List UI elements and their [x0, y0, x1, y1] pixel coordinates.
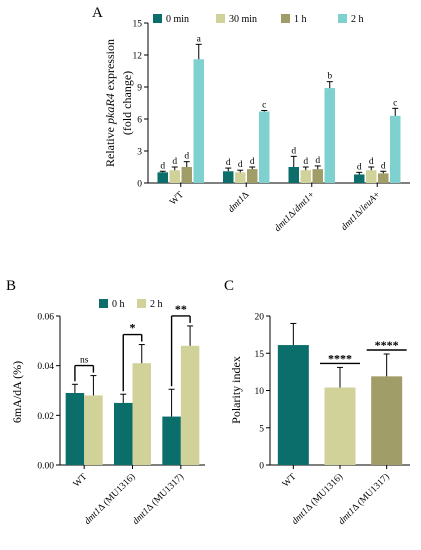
panel-a-legend-label: 30 min — [229, 14, 257, 25]
panel-a-y-tick-label: 15 — [133, 20, 143, 30]
panel-a-y-tick-label: 6 — [137, 116, 142, 126]
panel-a-y-tick-label: 0 — [137, 180, 142, 190]
panel-a-bar — [288, 167, 299, 183]
panel-b-y-tick-label: 0.02 — [37, 412, 54, 422]
panel-a-category-label: dmt1Δ/dmt1+ — [273, 190, 317, 234]
panel-a-letter-label: d — [250, 157, 255, 167]
panel-c-bar — [277, 345, 309, 465]
panel-a-letter-label: d — [238, 160, 243, 170]
panel-a-letter-label: d — [160, 161, 165, 171]
panel-a-bar — [247, 169, 258, 183]
panel-b-y-label: 6mA/dA (%) — [10, 361, 24, 423]
panel-a-letter-label: c — [393, 98, 397, 108]
panel-c-category-label: WT — [281, 472, 299, 490]
panel-a-letter: A — [92, 5, 103, 21]
panel-a-letter-label: d — [226, 158, 231, 168]
panel-c-significance-label: **** — [328, 351, 352, 365]
panel-a-y-tick-label: 12 — [133, 52, 143, 62]
panel-c-bar — [371, 376, 403, 465]
panel-b-legend-label: 2 h — [150, 299, 163, 310]
panel-b-significance-label: ** — [175, 302, 187, 316]
panel-b-y-tick-label: 0.06 — [37, 313, 54, 323]
panel-b-bar — [180, 345, 200, 465]
panel-a-category-label: dmt1Δ — [227, 190, 252, 215]
panel-a-letter-label: d — [172, 157, 177, 167]
panel-a-legend-swatch — [338, 14, 347, 23]
panel-a-bar — [324, 88, 335, 183]
panel-b-bar — [114, 402, 133, 465]
panel-a-bar — [223, 171, 234, 183]
panel-a-legend-swatch — [153, 14, 162, 23]
panel-b-category-label: WT — [72, 472, 90, 490]
panel-c-y-tick-label: 15 — [255, 350, 265, 360]
panel-c-y-label: Polarity index — [229, 356, 243, 424]
panel-a-letter-label: a — [197, 34, 202, 44]
panel-a-bar — [300, 170, 311, 183]
panel-a-letter-label: b — [327, 72, 332, 82]
panel-b-category-label: dmt1Δ (MU1316) — [82, 471, 138, 527]
panel-b-legend-swatch — [137, 299, 146, 308]
panel-a-bar — [378, 173, 389, 183]
panel-a-bar — [169, 170, 180, 183]
panel-c-letter: C — [224, 278, 234, 294]
panel-a-letter-label: d — [381, 161, 386, 171]
panel-b-bar — [65, 392, 85, 465]
panel-a-letter-label: d — [357, 162, 362, 172]
panel-a-bar — [193, 59, 204, 184]
panel-a-legend-swatch — [216, 14, 225, 23]
panel-a-letter-label: d — [303, 157, 308, 167]
panel-b-significance-label: ns — [80, 356, 89, 366]
panel-b-legend-swatch — [99, 299, 108, 308]
panel-a-letter-label: d — [315, 156, 320, 166]
panel-a-letter-label: d — [291, 146, 296, 156]
panel-a-letter-label: d — [184, 152, 189, 162]
panel-a-bar — [181, 167, 192, 183]
panel-c-bar — [324, 387, 356, 465]
panel-a-legend-label: 2 h — [351, 14, 364, 25]
panel-b-bar — [162, 416, 181, 465]
panel-a-bar — [235, 172, 246, 183]
panel-c-y-tick-label: 10 — [255, 387, 265, 397]
panel-b-letter: B — [6, 278, 16, 294]
panel-a-bar — [390, 115, 401, 183]
panel-a-legend-swatch — [281, 14, 290, 23]
panel-b-y-tick-label: 0.00 — [37, 462, 54, 472]
panel-a-y-tick-label: 3 — [137, 148, 142, 158]
panel-a-category-label: dmt1Δ/leuA+ — [340, 190, 383, 233]
panel-a-bar — [312, 169, 323, 183]
panel-b-category-label: dmt1Δ (MU1317) — [130, 471, 186, 527]
panel-a-y-label: Relative pkaR4 expression — [103, 39, 117, 167]
panel-b-legend-label: 0 h — [112, 299, 125, 310]
panel-a-bar — [366, 170, 377, 183]
panel-a-bar — [354, 174, 365, 183]
panel-c-significance-label: **** — [375, 338, 399, 352]
panel-a-y-label-line2: (fold change) — [120, 71, 134, 135]
panel-b-significance-label: * — [130, 321, 136, 335]
panel-a-legend-label: 1 h — [294, 14, 307, 25]
panel-b: B 0.00 0.02 0.04 0.06 ns WT * dmt1Δ (MU1316) ** dm… — [6, 278, 205, 527]
panel-b-bar — [132, 363, 151, 465]
panel-c-y-tick-label: 0 — [259, 462, 264, 472]
panel-a-y-tick-label: 9 — [137, 84, 142, 94]
panel-b-y-tick-label: 0.04 — [37, 362, 54, 372]
panel-a-letter-label: d — [369, 157, 374, 167]
panel-c-y-tick-label: 20 — [255, 313, 265, 323]
panel-b-bar — [84, 395, 103, 465]
panel-a-bar — [157, 172, 168, 183]
panel-a-bar — [259, 111, 270, 183]
panel-a-legend-label: 0 min — [166, 14, 189, 25]
panel-a-letter-label: c — [262, 100, 266, 110]
panel-c-y-tick-label: 5 — [259, 424, 264, 434]
panel-a-category-label: WT — [168, 190, 186, 208]
